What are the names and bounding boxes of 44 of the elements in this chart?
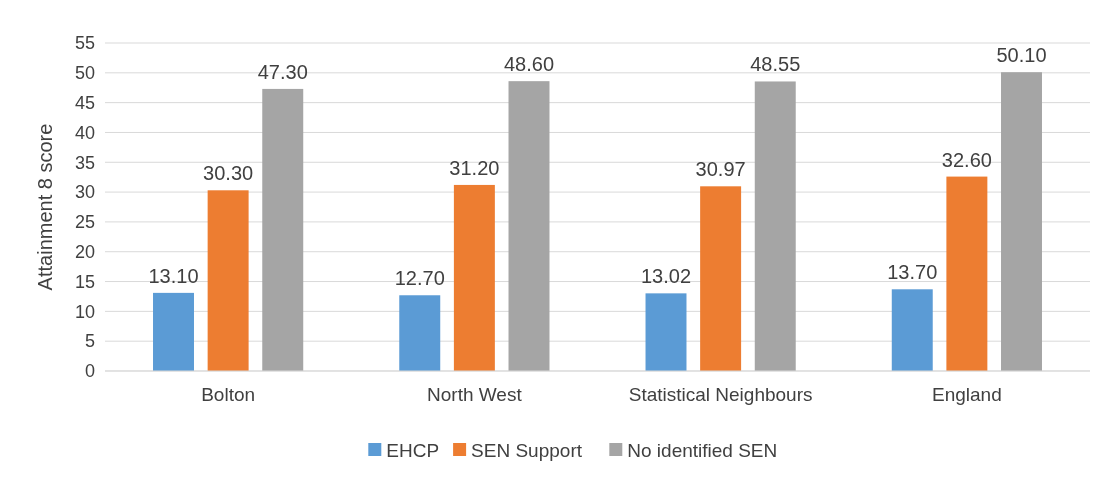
y-tick-label: 10 xyxy=(74,301,95,322)
y-axis-title: Attainment 8 score xyxy=(34,123,56,291)
data-label: 50.10 xyxy=(996,44,1047,67)
bar xyxy=(153,292,194,371)
y-tick-label: 0 xyxy=(84,361,95,382)
data-label: 32.60 xyxy=(941,148,992,171)
bar xyxy=(207,190,249,371)
y-tick-label: 40 xyxy=(74,122,95,143)
bar xyxy=(754,81,796,371)
data-label: 12.70 xyxy=(394,267,445,290)
x-tick-label: Bolton xyxy=(201,384,256,405)
data-label: 30.30 xyxy=(203,162,254,185)
y-tick-label: 45 xyxy=(74,92,95,113)
y-tick-label: 30 xyxy=(74,182,95,203)
y-tick-label: 25 xyxy=(74,212,95,233)
legend-label: No identified SEN xyxy=(627,439,778,461)
y-tick-label: 5 xyxy=(84,331,95,352)
bar xyxy=(399,295,441,371)
data-label: 31.20 xyxy=(449,156,500,179)
x-tick-label: Statistical Neighbours xyxy=(628,384,813,405)
bar xyxy=(700,186,742,371)
x-tick-label: North West xyxy=(427,384,523,405)
data-label: 48.55 xyxy=(750,53,801,76)
y-tick-label: 35 xyxy=(74,152,95,173)
data-label: 48.60 xyxy=(503,53,555,76)
x-tick-label: England xyxy=(932,384,1002,405)
bar xyxy=(946,176,988,371)
data-label: 30.97 xyxy=(695,158,746,181)
bar xyxy=(508,81,550,371)
bar xyxy=(262,88,304,371)
y-tick-label: 55 xyxy=(74,33,95,54)
bar xyxy=(891,289,933,371)
legend-label: SEN Support xyxy=(471,439,583,461)
data-label: 47.30 xyxy=(257,60,308,83)
bar xyxy=(453,184,495,371)
bar xyxy=(1001,72,1042,371)
y-tick-label: 50 xyxy=(74,63,95,84)
data-label: 13.10 xyxy=(148,264,199,287)
legend-label: EHCP xyxy=(386,439,440,461)
data-label: 13.70 xyxy=(887,261,938,284)
y-tick-label: 20 xyxy=(74,242,95,263)
y-tick-label: 15 xyxy=(74,271,95,292)
data-label: 13.02 xyxy=(640,265,692,288)
bar xyxy=(645,293,687,371)
